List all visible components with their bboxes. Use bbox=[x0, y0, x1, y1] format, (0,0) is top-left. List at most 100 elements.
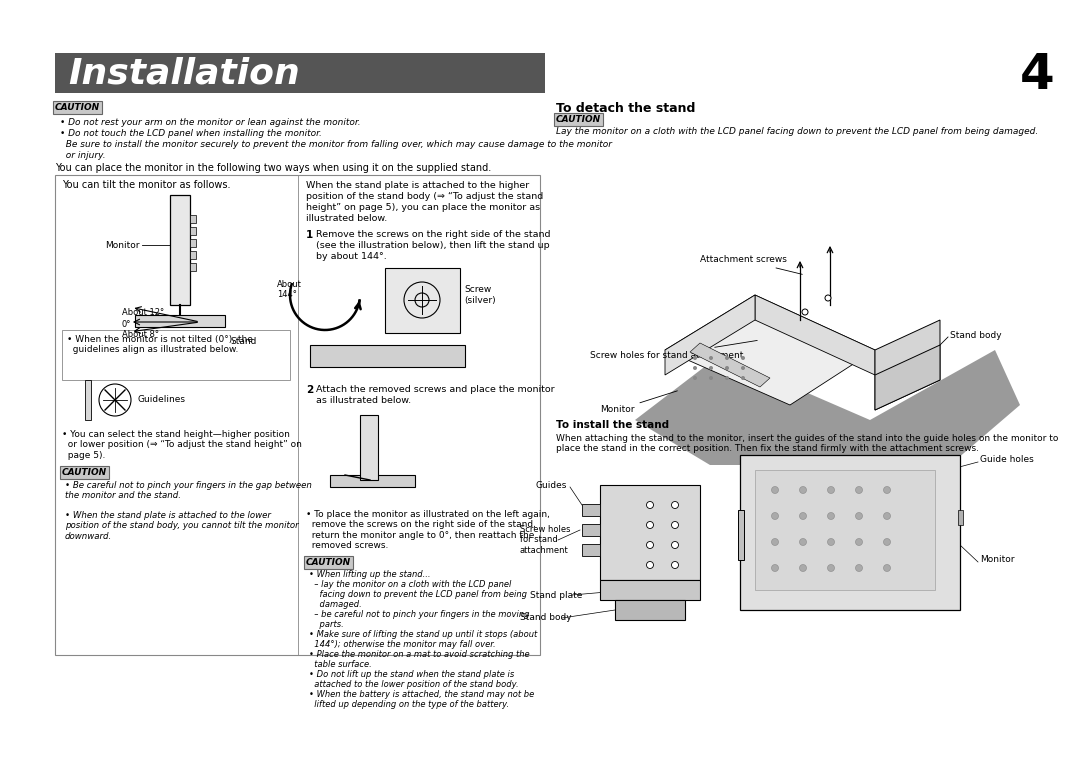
Text: • When the battery is attached, the stand may not be: • When the battery is attached, the stan… bbox=[309, 690, 535, 699]
Bar bbox=[190, 239, 195, 247]
Text: • Make sure of lifting the stand up until it stops (about: • Make sure of lifting the stand up unti… bbox=[309, 630, 537, 639]
Text: damaged.: damaged. bbox=[309, 600, 362, 609]
Text: as illustrated below.: as illustrated below. bbox=[316, 396, 411, 405]
Text: Monitor: Monitor bbox=[980, 555, 1014, 565]
Circle shape bbox=[827, 486, 835, 494]
Text: 144°); otherwise the monitor may fall over.: 144°); otherwise the monitor may fall ov… bbox=[309, 640, 496, 649]
Bar bbox=[360, 415, 378, 480]
Circle shape bbox=[672, 501, 678, 508]
Text: You can tilt the monitor as follows.: You can tilt the monitor as follows. bbox=[62, 180, 230, 190]
Circle shape bbox=[883, 565, 891, 572]
Text: • You can select the stand height—higher position
  or lower position (⇒ “To adj: • You can select the stand height—higher… bbox=[62, 430, 302, 459]
Text: parts.: parts. bbox=[309, 620, 343, 629]
Text: When the stand plate is attached to the higher: When the stand plate is attached to the … bbox=[306, 181, 529, 190]
Text: Monitor: Monitor bbox=[106, 241, 140, 249]
Text: Attach the removed screws and place the monitor: Attach the removed screws and place the … bbox=[316, 385, 555, 394]
Text: attached to the lower position of the stand body.: attached to the lower position of the st… bbox=[309, 680, 518, 689]
Polygon shape bbox=[635, 350, 1020, 465]
Polygon shape bbox=[755, 295, 875, 375]
Text: • When lifting up the stand...: • When lifting up the stand... bbox=[309, 570, 431, 579]
Text: Guidelines: Guidelines bbox=[137, 395, 185, 404]
Text: – lay the monitor on a cloth with the LCD panel: – lay the monitor on a cloth with the LC… bbox=[309, 580, 511, 589]
Circle shape bbox=[771, 486, 779, 494]
Circle shape bbox=[647, 542, 653, 549]
Text: • Do not rest your arm on the monitor or lean against the monitor.: • Do not rest your arm on the monitor or… bbox=[60, 118, 361, 127]
Circle shape bbox=[827, 513, 835, 520]
Text: 1: 1 bbox=[306, 230, 313, 240]
Polygon shape bbox=[665, 295, 875, 405]
Circle shape bbox=[647, 501, 653, 508]
Bar bbox=[62, 330, 291, 380]
Text: facing down to prevent the LCD panel from being: facing down to prevent the LCD panel fro… bbox=[309, 590, 527, 599]
Bar bbox=[190, 263, 195, 271]
Bar bbox=[582, 524, 600, 536]
Circle shape bbox=[725, 366, 729, 370]
Polygon shape bbox=[875, 345, 940, 410]
Text: • Place the monitor on a mat to avoid scratching the: • Place the monitor on a mat to avoid sc… bbox=[309, 650, 529, 659]
Text: When attaching the stand to the monitor, insert the guides of the stand into the: When attaching the stand to the monitor,… bbox=[556, 434, 1058, 443]
Polygon shape bbox=[665, 295, 755, 375]
Text: • When the monitor is not tilted (0°), the
  guidelines align as illustrated bel: • When the monitor is not tilted (0°), t… bbox=[67, 335, 253, 354]
Text: 4: 4 bbox=[1021, 51, 1055, 99]
Polygon shape bbox=[875, 320, 940, 410]
Text: CAUTION: CAUTION bbox=[55, 103, 100, 112]
Bar bbox=[190, 227, 195, 235]
Circle shape bbox=[827, 539, 835, 546]
Text: illustrated below.: illustrated below. bbox=[306, 214, 388, 223]
Text: CAUTION: CAUTION bbox=[306, 558, 351, 567]
Text: place the stand in the correct position. Then fix the stand firmly with the atta: place the stand in the correct position.… bbox=[556, 444, 978, 453]
Text: Lay the monitor on a cloth with the LCD panel facing down to prevent the LCD pan: Lay the monitor on a cloth with the LCD … bbox=[556, 127, 1038, 136]
Bar bbox=[582, 504, 600, 516]
Circle shape bbox=[741, 376, 745, 380]
Text: • Be careful not to pinch your fingers in the gap between
the monitor and the st: • Be careful not to pinch your fingers i… bbox=[65, 481, 312, 501]
Text: Guide holes: Guide holes bbox=[980, 456, 1034, 465]
Circle shape bbox=[825, 295, 831, 301]
Circle shape bbox=[799, 539, 807, 546]
Text: Stand: Stand bbox=[230, 337, 256, 346]
Circle shape bbox=[708, 366, 713, 370]
Text: position of the stand body (⇒ “To adjust the stand: position of the stand body (⇒ “To adjust… bbox=[306, 192, 543, 201]
Circle shape bbox=[883, 513, 891, 520]
Text: Installation: Installation bbox=[68, 56, 300, 90]
Circle shape bbox=[672, 521, 678, 529]
Circle shape bbox=[708, 376, 713, 380]
Text: or injury.: or injury. bbox=[60, 151, 106, 160]
Bar bbox=[738, 510, 744, 560]
Circle shape bbox=[741, 366, 745, 370]
Text: 2: 2 bbox=[306, 385, 313, 395]
Circle shape bbox=[855, 539, 863, 546]
Circle shape bbox=[725, 376, 729, 380]
Text: About 8°: About 8° bbox=[122, 330, 159, 339]
Text: by about 144°.: by about 144°. bbox=[316, 252, 387, 261]
Text: lifted up depending on the type of the battery.: lifted up depending on the type of the b… bbox=[309, 700, 509, 709]
Circle shape bbox=[708, 356, 713, 360]
Circle shape bbox=[883, 539, 891, 546]
Bar bbox=[600, 485, 700, 580]
Circle shape bbox=[693, 376, 697, 380]
Bar bbox=[170, 195, 190, 305]
Bar bbox=[958, 510, 963, 525]
Circle shape bbox=[672, 562, 678, 568]
Text: About 12°: About 12° bbox=[122, 308, 164, 317]
Circle shape bbox=[771, 539, 779, 546]
Circle shape bbox=[741, 356, 745, 360]
Circle shape bbox=[855, 565, 863, 572]
Text: Screw
(silver): Screw (silver) bbox=[464, 285, 496, 305]
Circle shape bbox=[855, 486, 863, 494]
Circle shape bbox=[799, 513, 807, 520]
Text: CAUTION: CAUTION bbox=[62, 468, 107, 477]
Circle shape bbox=[647, 521, 653, 529]
Bar bbox=[755, 470, 935, 590]
Text: Remove the screws on the right side of the stand: Remove the screws on the right side of t… bbox=[316, 230, 551, 239]
Bar bbox=[330, 475, 415, 487]
Circle shape bbox=[647, 562, 653, 568]
Text: Monitor: Monitor bbox=[600, 391, 677, 415]
Bar bbox=[135, 315, 225, 327]
Text: To install the stand: To install the stand bbox=[556, 420, 670, 430]
Bar bbox=[384, 268, 460, 333]
Polygon shape bbox=[690, 343, 770, 387]
Circle shape bbox=[771, 565, 779, 572]
Text: • Do not touch the LCD panel when installing the monitor.: • Do not touch the LCD panel when instal… bbox=[60, 129, 322, 138]
Text: • Do not lift up the stand when the stand plate is: • Do not lift up the stand when the stan… bbox=[309, 670, 514, 679]
Text: You can place the monitor in the following two ways when using it on the supplie: You can place the monitor in the followi… bbox=[55, 163, 491, 173]
